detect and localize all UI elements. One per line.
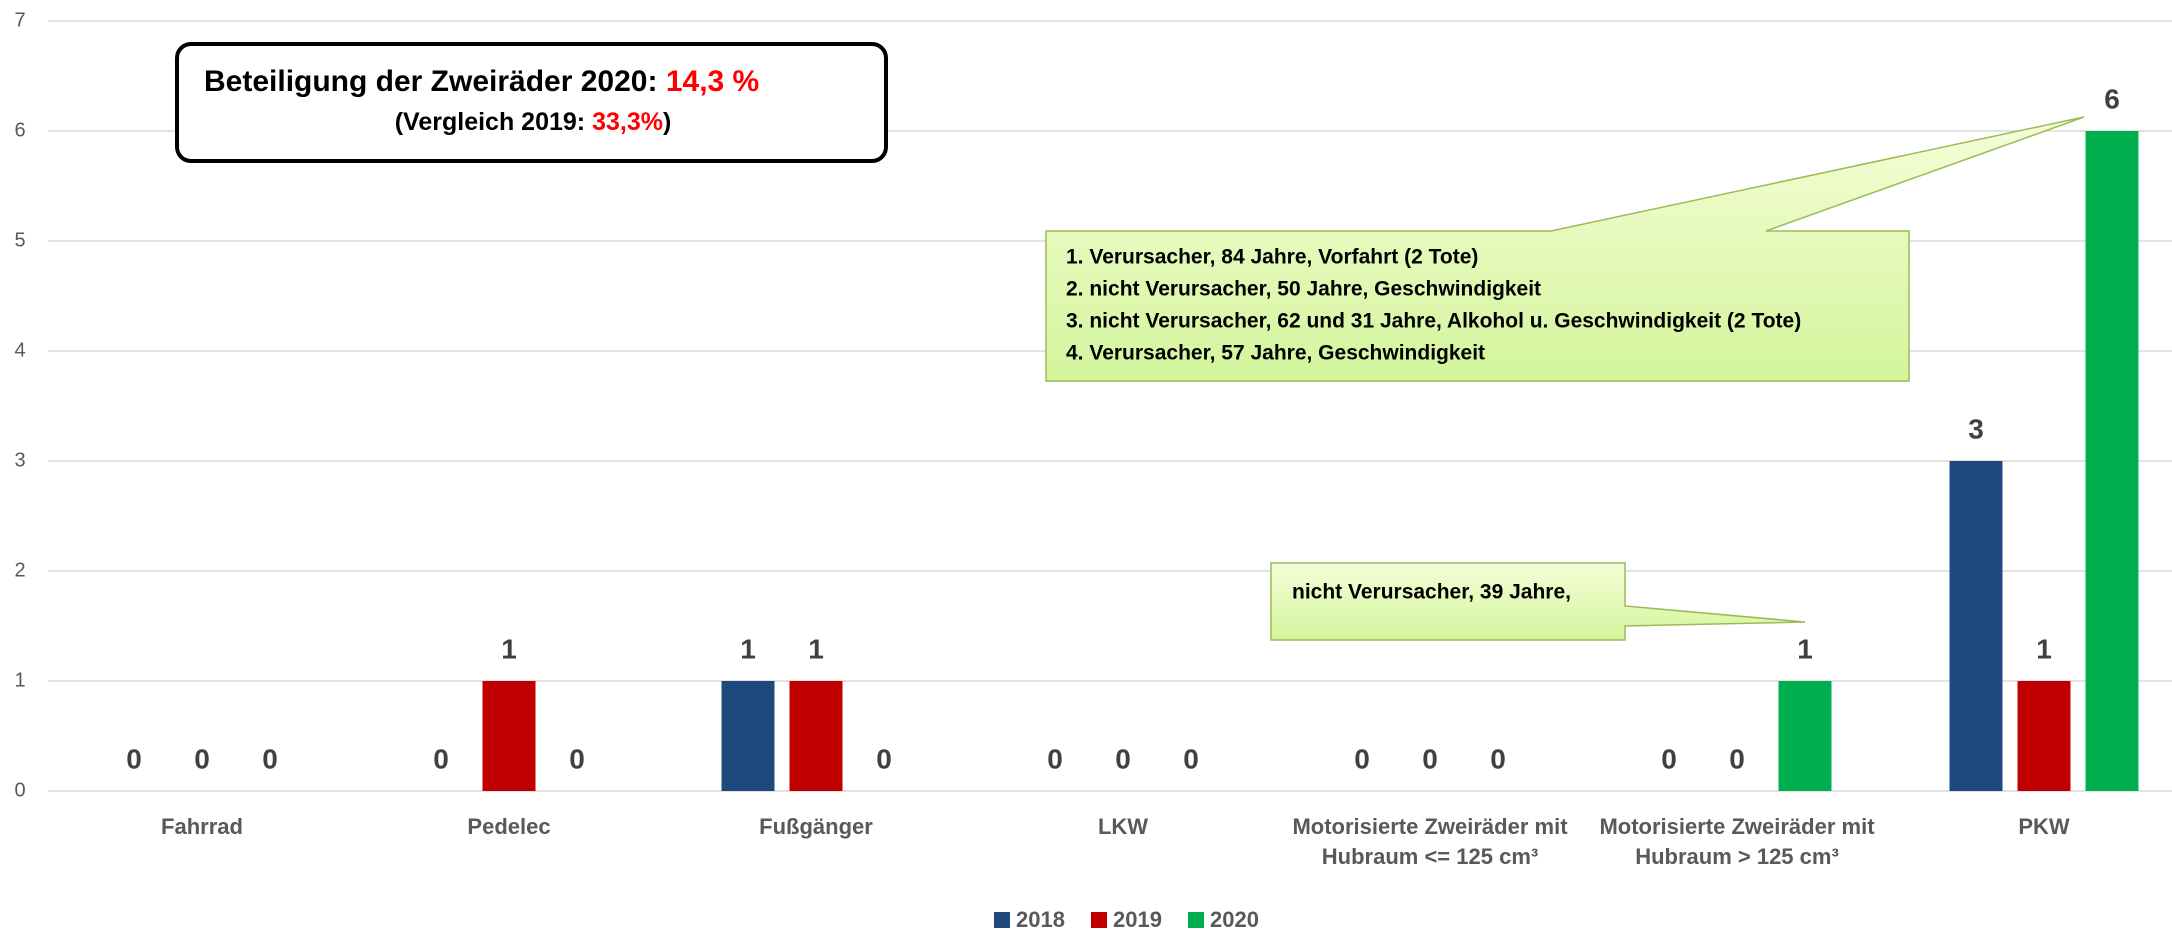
y-tick-label: 1	[14, 669, 25, 691]
bar	[2017, 681, 2071, 791]
summary-line1: Beteiligung der Zweiräder 2020: 14,3 %	[204, 65, 759, 98]
x-tick-label: LKW	[1097, 814, 1149, 839]
data-label: 0	[1422, 743, 1438, 774]
summary-value: 33,3%	[592, 108, 663, 136]
summary-line2: (Vergleich 2019: 33,3%)	[395, 108, 672, 136]
legend-label: 2018	[1016, 907, 1065, 932]
bar	[2085, 131, 2139, 791]
x-tick-label: Motorisierte Zweiräder mit Hubraum > 125…	[1599, 814, 1875, 869]
legend-label: 2020	[1210, 907, 1259, 932]
bar	[721, 681, 775, 791]
callout-shape	[1270, 562, 1806, 641]
x-tick-label: Pedelec	[467, 814, 551, 839]
legend-swatch	[1188, 912, 1204, 928]
y-tick-label: 4	[14, 339, 25, 361]
data-label: 0	[262, 743, 278, 774]
bar	[789, 681, 843, 791]
y-tick-label: 5	[14, 229, 25, 251]
data-label: 0	[1490, 743, 1506, 774]
callout-text: nicht Verursacher, 39 Jahre,	[1292, 581, 1571, 604]
data-label: 0	[1115, 743, 1131, 774]
callout-text: 3. nicht Verursacher, 62 und 31 Jahre, A…	[1066, 310, 1801, 333]
y-tick-label: 3	[14, 449, 25, 471]
data-label: 0	[569, 743, 585, 774]
y-tick-label: 0	[14, 779, 25, 801]
summary-value: 14,3 %	[666, 65, 759, 98]
data-label: 0	[1729, 743, 1745, 774]
callout: nicht Verursacher, 39 Jahre,	[1270, 562, 1806, 641]
x-tick-label: Fahrrad	[161, 814, 243, 839]
data-label: 0	[1661, 743, 1677, 774]
summary-box: Beteiligung der Zweiräder 2020: 14,3 % (…	[175, 42, 888, 163]
bar	[1949, 461, 2003, 791]
data-label: 6	[2104, 83, 2120, 114]
data-label: 1	[808, 633, 824, 664]
data-label: 1	[740, 633, 756, 664]
callout-shape	[1045, 116, 2085, 382]
data-label: 3	[1968, 413, 1984, 444]
callout-text: 2. nicht Verursacher, 50 Jahre, Geschwin…	[1066, 278, 1541, 301]
summary-frame	[175, 42, 888, 163]
data-label: 1	[2036, 633, 2052, 664]
legend-swatch	[1091, 912, 1107, 928]
callout-text: 4. Verursacher, 57 Jahre, Geschwindigkei…	[1066, 342, 1485, 365]
data-label: 0	[1183, 743, 1199, 774]
data-label: 1	[501, 633, 517, 664]
summary-text: Beteiligung der Zweiräder 2020:	[204, 65, 657, 98]
y-tick-label: 2	[14, 559, 25, 581]
data-label: 0	[433, 743, 449, 774]
legend-swatch	[994, 912, 1010, 928]
data-label: 0	[1354, 743, 1370, 774]
y-tick-label: 6	[14, 119, 25, 141]
data-label: 0	[126, 743, 142, 774]
callout: 1. Verursacher, 84 Jahre, Vorfahrt (2 To…	[1045, 116, 2085, 382]
summary-text: )	[663, 108, 671, 136]
data-label: 0	[1047, 743, 1063, 774]
legend-label: 2019	[1113, 907, 1162, 932]
summary-text: (Vergleich 2019:	[395, 108, 585, 136]
data-label: 1	[1797, 633, 1813, 664]
data-label: 0	[194, 743, 210, 774]
x-tick-label: Fußgänger	[759, 814, 873, 839]
bar	[482, 681, 536, 791]
bar	[1778, 681, 1832, 791]
callout-text: 1. Verursacher, 84 Jahre, Vorfahrt (2 To…	[1066, 246, 1478, 269]
x-tick-label: PKW	[2018, 814, 2070, 839]
data-label: 0	[876, 743, 892, 774]
y-tick-label: 7	[14, 9, 25, 31]
x-tick-label: Motorisierte Zweiräder mit Hubraum <= 12…	[1292, 814, 1568, 869]
